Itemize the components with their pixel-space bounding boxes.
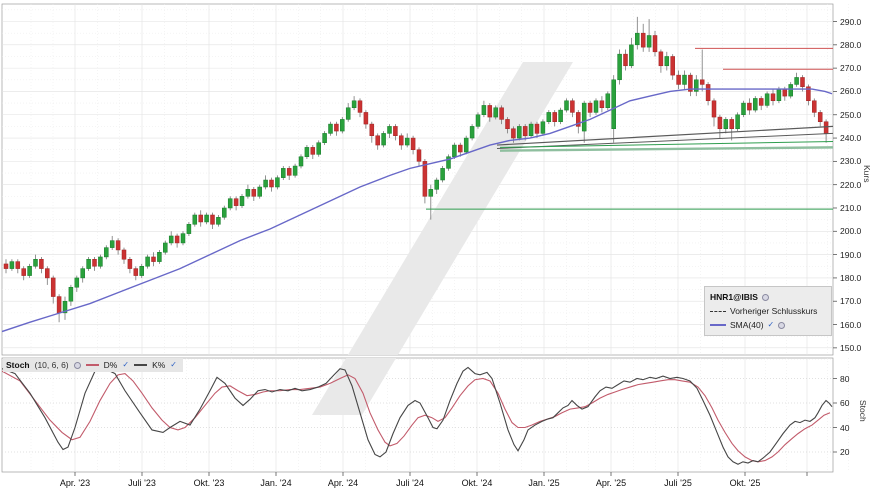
stoch-k-line	[2, 366, 833, 465]
price-axis-title: Kurs	[862, 165, 872, 183]
price-tick-label: 270.0	[840, 63, 862, 74]
x-axis-label: Apr. '23	[59, 478, 91, 488]
sma-line-sample	[710, 324, 726, 326]
k-checkmark[interactable]: ✓	[170, 360, 177, 369]
stoch-tick-label: 60	[840, 398, 850, 408]
stoch-d-line	[2, 370, 831, 463]
dashed-line-sample	[710, 310, 726, 312]
settings-icon[interactable]	[778, 321, 786, 329]
x-axis-label: Juli '24	[396, 478, 424, 488]
x-axis-label: Okt. '24	[461, 478, 493, 488]
x-axis-label: Jan. '25	[528, 478, 560, 488]
watermark-slash	[347, 62, 573, 355]
price-tick-label: 220.0	[840, 179, 862, 190]
stoch-legend: Stoch (10, 6, 6) D% ✓ K% ✓	[3, 358, 183, 372]
x-axis-label: Jan. '24	[260, 478, 292, 488]
price-tick-label: 260.0	[840, 86, 862, 97]
stoch-axis-title: Stoch	[858, 400, 868, 422]
stoch-title: Stoch	[6, 360, 30, 370]
stoch-params: (10, 6, 6)	[34, 360, 69, 370]
price-tick-label: 210.0	[840, 202, 862, 213]
stoch-tick-label: 40	[840, 422, 850, 433]
price-tick-label: 150.0	[840, 342, 862, 353]
sma-line	[2, 88, 833, 333]
legend-sma-row[interactable]: SMA(40) ✓	[710, 318, 826, 332]
price-tick-label: 240.0	[840, 133, 862, 144]
settings-icon[interactable]	[761, 293, 769, 301]
watermark-slash	[312, 358, 397, 415]
price-tick-label: 280.0	[840, 39, 862, 50]
price-tick-label: 180.0	[840, 272, 862, 283]
prev-close-label: Vorheriger Schlusskurs	[730, 306, 818, 316]
stoch-tick-label: 20	[840, 447, 850, 457]
support-trend[interactable]	[499, 141, 833, 148]
stoch-panel[interactable]	[1, 357, 834, 473]
price-tick-label: 200.0	[840, 226, 862, 237]
legend-prev-close-row[interactable]: Vorheriger Schlusskurs	[710, 304, 826, 318]
x-axis-label: Juli '23	[128, 478, 156, 488]
k-label: K%	[152, 360, 166, 370]
price-tick-label: 170.0	[840, 296, 862, 307]
price-tick-label: 290.0	[840, 16, 862, 27]
support-band[interactable]	[499, 146, 833, 152]
price-tick-label: 230.0	[840, 156, 862, 167]
x-axis-label: Juli '25	[664, 478, 692, 488]
sma-checkmark[interactable]: ✓	[767, 320, 775, 329]
price-tick-label: 160.0	[840, 319, 862, 330]
stoch-tick-label: 80	[840, 373, 850, 384]
settings-icon[interactable]	[73, 361, 81, 369]
x-axis-label: Apr. '25	[595, 478, 627, 488]
sma-label: SMA(40)	[730, 320, 764, 330]
d-label: D%	[103, 360, 118, 370]
x-axis-label: Okt. '25	[729, 478, 761, 488]
legend-symbol-row[interactable]: HNR1@IBIS	[710, 290, 826, 304]
d-line-sample	[85, 364, 99, 366]
trend-dark-1[interactable]	[496, 125, 833, 146]
price-tick-label: 250.0	[840, 109, 862, 120]
x-axis-label: Okt. '23	[193, 478, 225, 488]
symbol-label: HNR1@IBIS	[710, 292, 758, 302]
x-axis-label: Apr. '24	[327, 478, 359, 488]
main-legend: HNR1@IBIS Vorheriger Schlusskurs SMA(40)…	[704, 286, 832, 336]
price-tick-label: 190.0	[840, 249, 862, 260]
candles-layer	[3, 16, 829, 323]
d-checkmark[interactable]: ✓	[122, 360, 130, 369]
k-line-sample	[134, 364, 148, 366]
